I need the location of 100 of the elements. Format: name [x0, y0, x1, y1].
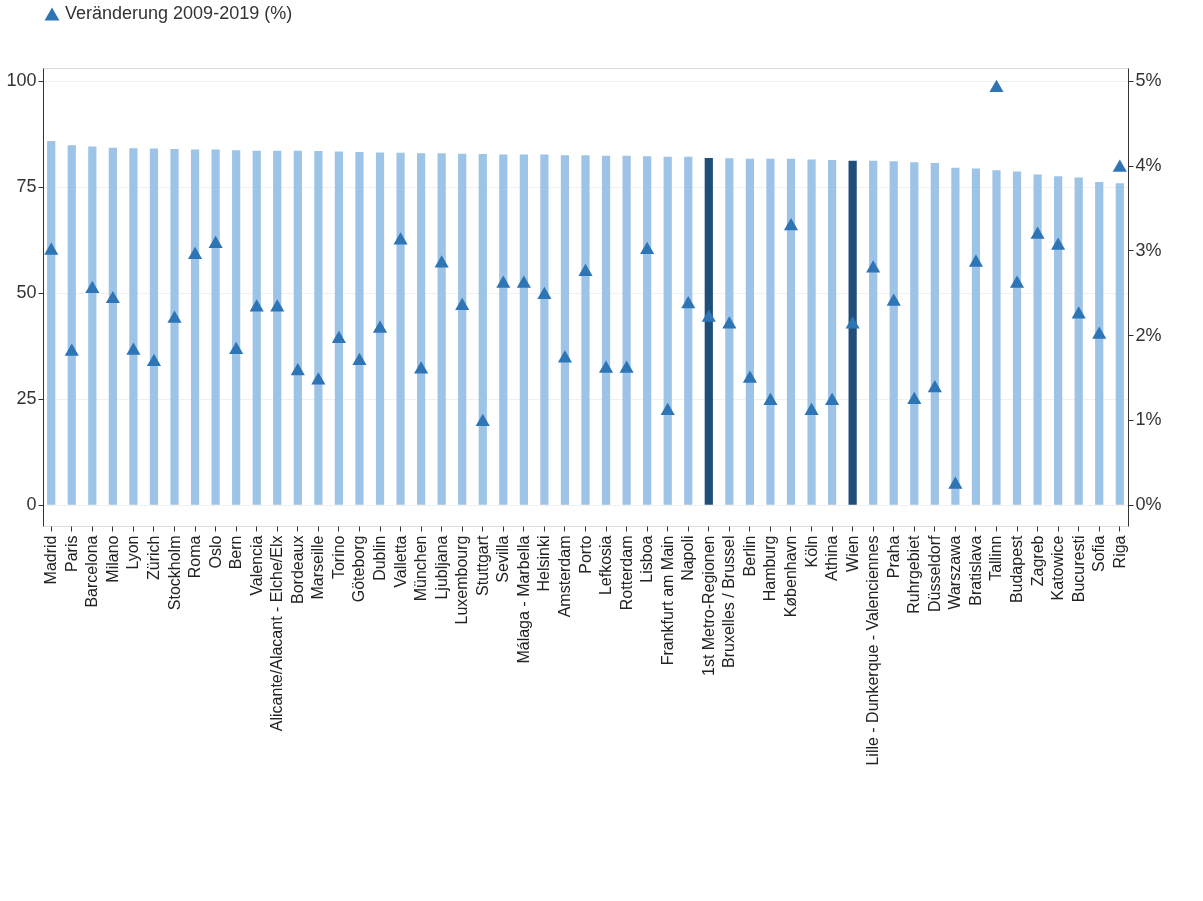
legend-label: Veränderung 2009-2019 (%): [65, 3, 293, 23]
bar: [827, 160, 837, 505]
x-tick-label: Rotterdam: [617, 535, 635, 611]
point: [516, 275, 531, 288]
x-tick-label: Milano: [103, 535, 121, 583]
point: [455, 297, 470, 310]
x-tick-label: Berlin: [740, 535, 758, 577]
point: [270, 299, 285, 312]
point: [907, 391, 922, 405]
bar: [437, 153, 446, 505]
point: [290, 362, 305, 376]
point: [311, 372, 326, 385]
bar: [499, 154, 508, 505]
x-tick-label: Málaga - Marbella: [514, 535, 532, 664]
bar: [478, 154, 487, 505]
x-tick-label: Roma: [186, 535, 204, 579]
x-tick-label: Valencia: [247, 535, 265, 596]
y-tick-label: 50: [16, 282, 37, 303]
point: [352, 352, 367, 366]
point: [742, 370, 757, 383]
x-tick-label: Zürich: [144, 535, 162, 580]
bar: [67, 145, 76, 505]
bar: [889, 161, 898, 505]
bar: [1074, 177, 1083, 505]
point: [578, 263, 593, 276]
point: [886, 293, 901, 306]
point: [763, 392, 778, 405]
x-tick-label: Ljubljana: [432, 535, 450, 600]
bar: [601, 155, 611, 505]
x-tick-label: Hamburg: [761, 535, 779, 602]
bar: [848, 160, 857, 505]
point: [372, 320, 388, 333]
x-tick-label: Oslo: [206, 535, 224, 569]
y2-tick-label: 1%: [1135, 409, 1162, 430]
bar: [519, 154, 528, 505]
x-tick-label: Düsseldorf: [925, 534, 943, 612]
point: [804, 402, 819, 416]
bar: [293, 150, 302, 505]
x-tick-label: Porto: [576, 535, 594, 574]
point: [475, 413, 490, 427]
bar: [1054, 176, 1063, 505]
point: [948, 476, 963, 489]
y2-tick-label: 5%: [1135, 70, 1162, 91]
bar: [417, 153, 426, 505]
y-tick-label: 75: [16, 176, 37, 197]
point: [249, 299, 264, 312]
x-tick-label: Alicante/Alacant - Elche/Elx: [268, 535, 286, 732]
x-tick-label: Köln: [802, 535, 820, 568]
bar: [951, 167, 960, 505]
x-tick-label: Madrid: [42, 535, 60, 585]
x-tick-label: Luxembourg: [453, 535, 471, 625]
y2-tick-label: 0%: [1135, 494, 1162, 515]
x-tick-label: Bruxelles / Brussel: [720, 535, 738, 668]
point: [537, 286, 552, 299]
point: [434, 255, 449, 268]
point: [1030, 226, 1045, 239]
bar: [910, 162, 919, 505]
point: [783, 217, 799, 231]
x-tick-label: Marseille: [309, 535, 327, 600]
point: [64, 343, 79, 356]
bar: [992, 170, 1001, 505]
y2-tick-label: 2%: [1135, 324, 1162, 345]
point: [414, 361, 429, 374]
y-tick-label: 0: [26, 494, 37, 515]
bar: [807, 159, 816, 505]
bar: [622, 155, 631, 505]
point: [146, 353, 162, 366]
x-tick-label: Wien: [843, 535, 861, 572]
point: [1112, 159, 1127, 172]
x-tick-label: Napoli: [679, 535, 697, 581]
point: [557, 350, 573, 363]
point: [927, 379, 942, 393]
x-tick-label: Lille - Dunkerque - Valenciennes: [864, 535, 882, 766]
bar: [252, 150, 261, 505]
x-tick-label: Valletta: [391, 535, 409, 588]
point: [681, 295, 696, 309]
bar: [930, 162, 939, 505]
bar: [190, 149, 200, 505]
x-tick-label: Katowice: [1049, 535, 1067, 601]
point: [208, 235, 223, 248]
bar: [149, 148, 159, 505]
bar: [663, 156, 672, 505]
x-tick-label: Lefkosia: [597, 535, 615, 596]
x-tick-label: Bordeaux: [288, 535, 306, 604]
bar: [704, 157, 713, 505]
x-tick-label: Warszawa: [946, 535, 964, 610]
point: [1051, 237, 1066, 250]
x-tick-label: 1st Metro-Regionen: [699, 535, 717, 677]
x-tick-label: Riga: [1110, 535, 1128, 569]
bar: [1095, 182, 1104, 505]
point: [1071, 306, 1086, 319]
bar: [786, 158, 796, 505]
bar: [458, 153, 467, 505]
bar: [273, 150, 282, 505]
y-tick-label: 25: [16, 388, 37, 409]
point: [44, 242, 59, 255]
bar: [396, 152, 405, 505]
bar: [766, 158, 775, 505]
x-tick-label: Tallinn: [987, 535, 1005, 581]
point: [989, 79, 1004, 92]
